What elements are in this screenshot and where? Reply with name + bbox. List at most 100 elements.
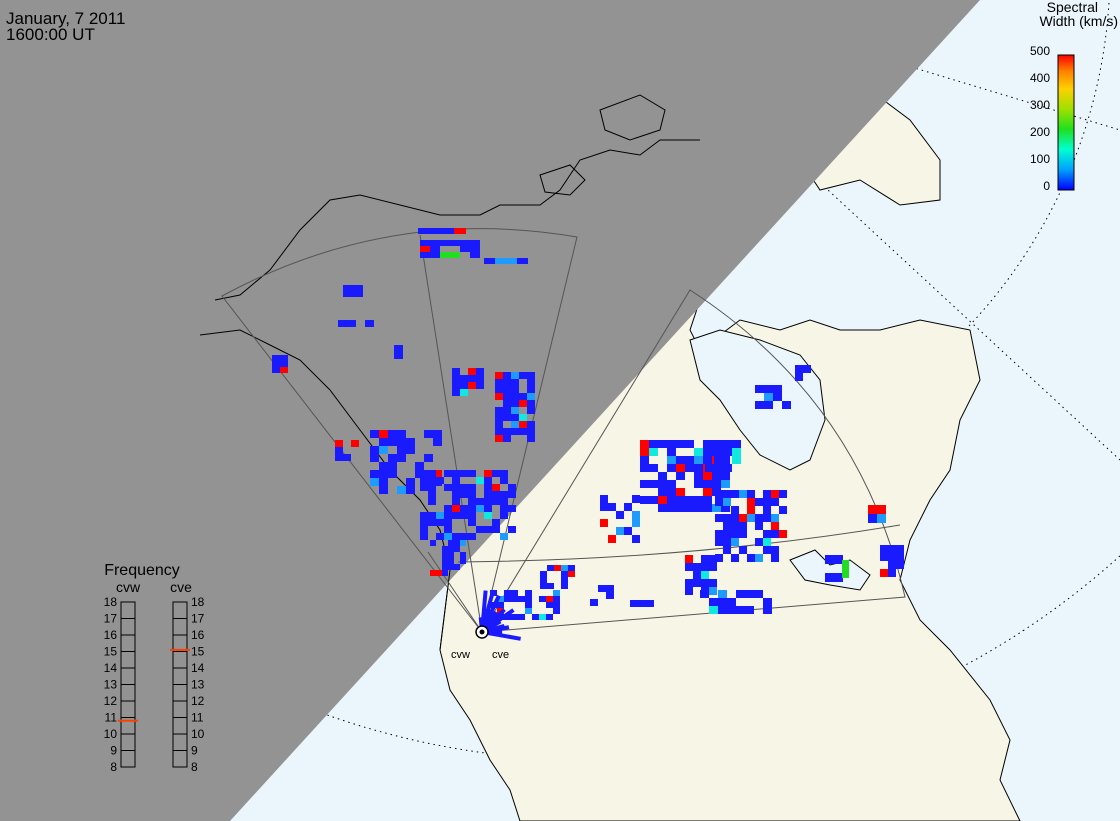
scatter-cell xyxy=(658,488,667,496)
colorbar-tick-200: 200 xyxy=(1030,125,1050,139)
scatter-cell xyxy=(428,484,436,491)
scatter-cell xyxy=(701,571,709,579)
colorbar-tick-500: 500 xyxy=(1030,44,1050,58)
scatter-cell xyxy=(476,526,484,533)
scatter-cell xyxy=(492,519,500,526)
scatter-cell xyxy=(616,511,624,519)
scatter-cell xyxy=(418,228,430,234)
scatter-cell xyxy=(454,228,466,234)
scatter-cell xyxy=(420,477,428,484)
scatter-cell xyxy=(504,614,511,620)
scatter-cell xyxy=(771,554,779,562)
scatter-cell xyxy=(503,435,511,442)
scatter-cell xyxy=(452,505,460,512)
scatter-cell xyxy=(868,505,877,514)
scatter-cell xyxy=(703,456,712,464)
scatter-cell xyxy=(779,530,787,538)
scatter-cell xyxy=(430,252,440,258)
scatter-cell xyxy=(454,540,460,546)
scatter-cell xyxy=(397,454,406,462)
scatter-cell xyxy=(460,491,468,498)
scatter-cell xyxy=(388,430,397,438)
scatter-cell xyxy=(616,527,624,535)
scatter-cell xyxy=(723,440,732,448)
scatter-cell xyxy=(771,498,779,506)
scatter-cell xyxy=(727,606,736,614)
scatter-cell xyxy=(705,448,714,456)
scatter-cell xyxy=(561,565,568,571)
scatter-cell xyxy=(694,480,703,488)
scatter-cell xyxy=(448,540,454,546)
scatter-cell xyxy=(444,512,452,519)
scatter-cell xyxy=(500,470,508,477)
scatter-cell xyxy=(436,477,444,484)
frequency-level-label: 11 xyxy=(105,711,118,725)
scatter-cell xyxy=(468,375,476,382)
scatter-cell xyxy=(554,565,561,571)
scatter-cell xyxy=(723,448,732,456)
scatter-cell xyxy=(739,490,747,498)
scatter-cell xyxy=(495,435,503,442)
scatter-cell xyxy=(452,382,460,389)
scatter-cell xyxy=(732,440,741,448)
scatter-cell xyxy=(590,599,598,606)
scatter-cell xyxy=(667,488,676,496)
scatter-cell xyxy=(715,498,723,506)
scatter-cell xyxy=(721,504,730,512)
scatter-cell xyxy=(420,526,428,533)
scatter-cell xyxy=(745,606,754,614)
scatter-cell xyxy=(335,454,343,461)
scatter-cell xyxy=(842,560,849,578)
scatter-cell xyxy=(739,546,747,554)
scatter-cell xyxy=(705,440,714,448)
scatter-cell xyxy=(280,361,288,367)
scatter-cell xyxy=(508,491,516,498)
scatter-cell xyxy=(484,512,492,519)
scatter-cell xyxy=(379,470,388,478)
scatter-cell xyxy=(492,491,500,498)
scatter-cell xyxy=(460,246,470,252)
radar-site-label-cve: cve xyxy=(492,649,509,661)
colorbar-title-2: Width (km/s) xyxy=(1039,13,1118,29)
scatter-cell xyxy=(896,553,904,561)
scatter-cell xyxy=(452,477,460,484)
scatter-cell xyxy=(460,552,466,558)
scatter-cell xyxy=(763,498,771,506)
scatter-cell xyxy=(497,602,504,608)
scatter-cell xyxy=(608,535,616,543)
scatter-cell xyxy=(442,546,448,552)
scatter-cell xyxy=(420,519,428,526)
scatter-cell xyxy=(388,470,397,478)
scatter-cell xyxy=(640,464,649,472)
scatter-cell xyxy=(452,368,460,375)
scatter-cell xyxy=(500,505,508,512)
colorbar-tick-0: 0 xyxy=(1043,179,1050,193)
scatter-cell xyxy=(420,512,428,519)
scatter-cell xyxy=(497,596,504,602)
frequency-level-label: 10 xyxy=(191,727,205,741)
scatter-cell xyxy=(508,526,516,533)
scatter-cell xyxy=(338,320,347,327)
scatter-cell xyxy=(430,240,440,246)
frequency-level-label: 15 xyxy=(191,645,205,659)
scatter-cell xyxy=(773,385,782,393)
scatter-cell xyxy=(834,573,843,582)
scatter-cell xyxy=(739,522,747,530)
scatter-cell xyxy=(561,583,568,589)
scatter-cell xyxy=(492,484,500,491)
scatter-cell xyxy=(506,258,517,264)
scatter-cell xyxy=(685,587,693,595)
scatter-cell xyxy=(452,491,460,498)
scatter-cell xyxy=(436,512,444,519)
scatter-cell xyxy=(504,596,511,602)
scatter-cell xyxy=(764,385,773,393)
scatter-cell xyxy=(888,569,896,577)
scatter-cell xyxy=(495,414,503,421)
scatter-cell xyxy=(428,477,436,484)
scatter-cell xyxy=(764,401,773,409)
scatter-cell xyxy=(433,430,442,438)
scatter-cell xyxy=(527,393,535,400)
scatter-cell xyxy=(685,579,693,587)
scatter-cell xyxy=(452,512,460,519)
scatter-cell xyxy=(880,569,888,577)
